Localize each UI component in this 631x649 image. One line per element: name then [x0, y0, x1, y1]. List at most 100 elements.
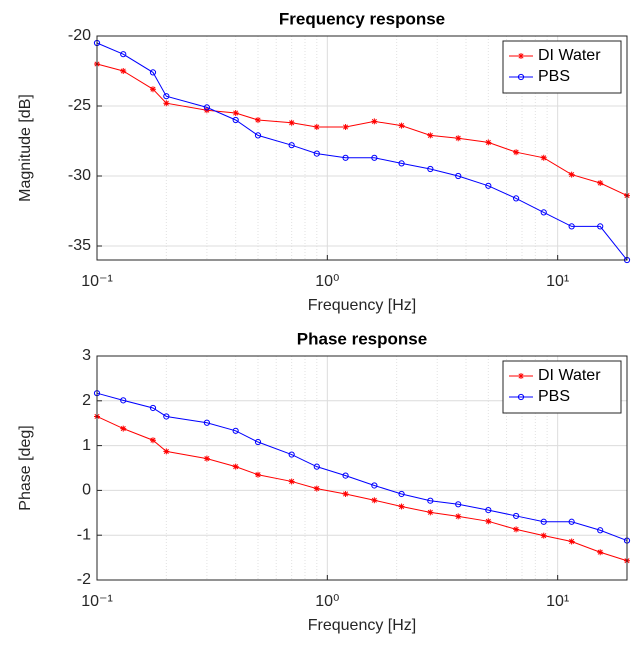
marker — [342, 472, 349, 479]
x-axis-label: Frequency [Hz] — [308, 617, 416, 634]
marker — [512, 195, 520, 202]
marker — [427, 132, 434, 139]
marker — [512, 512, 520, 520]
marker — [288, 451, 295, 458]
axes-box — [96, 355, 628, 581]
y-tick-label: -25 — [68, 97, 91, 114]
marker — [203, 455, 210, 462]
chart-title: Frequency response — [279, 9, 445, 28]
marker — [597, 223, 604, 230]
axes-box — [96, 35, 628, 261]
series-line — [96, 63, 628, 197]
marker — [254, 471, 261, 478]
marker — [254, 132, 262, 139]
marker — [427, 497, 434, 504]
marker — [513, 526, 520, 533]
marker — [371, 118, 378, 125]
x-tick-label: 10⁰ — [315, 593, 339, 610]
marker — [288, 478, 295, 485]
y-axis-label: Phase [deg] — [17, 425, 34, 510]
x-tick-label: 10⁰ — [315, 273, 339, 290]
marker — [288, 142, 295, 149]
x-tick-label: 10⁻¹ — [81, 273, 113, 290]
marker — [163, 93, 170, 100]
marker — [485, 139, 492, 146]
marker — [540, 209, 547, 216]
marker — [313, 463, 320, 470]
marker — [398, 122, 405, 129]
marker — [513, 149, 520, 156]
marker — [398, 490, 405, 498]
legend-marker — [517, 393, 525, 401]
marker — [149, 69, 157, 76]
marker — [455, 172, 462, 180]
marker — [163, 100, 170, 107]
y-tick-label: 2 — [82, 392, 91, 409]
marker — [427, 509, 434, 516]
x-axis-label: Frequency [Hz] — [308, 297, 416, 314]
marker — [371, 497, 378, 504]
marker — [342, 154, 349, 161]
marker — [313, 150, 320, 157]
marker — [288, 119, 295, 126]
y-tick-label: -1 — [77, 526, 91, 543]
y-tick-label: 0 — [82, 482, 91, 499]
x-tick-label: 10⁻¹ — [81, 593, 113, 610]
marker — [540, 532, 547, 539]
marker — [485, 518, 492, 525]
marker — [120, 397, 127, 404]
legend-label: PBS — [538, 388, 570, 405]
legend-label: DI Water — [538, 47, 601, 64]
marker — [540, 154, 547, 161]
marker — [455, 501, 462, 508]
marker — [568, 518, 575, 525]
marker — [342, 124, 349, 130]
marker — [342, 490, 349, 497]
marker — [485, 507, 492, 514]
marker — [232, 463, 239, 470]
marker — [149, 437, 156, 444]
y-axis-label: Magnitude [dB] — [17, 94, 34, 202]
marker — [597, 527, 604, 534]
marker — [597, 180, 604, 186]
y-tick-label: 1 — [82, 437, 91, 454]
marker — [313, 124, 320, 130]
marker — [455, 135, 462, 142]
legend-marker — [517, 73, 525, 81]
x-tick-label: 10¹ — [546, 593, 569, 610]
marker — [371, 482, 378, 489]
marker — [254, 438, 262, 446]
y-tick-label: 3 — [82, 347, 91, 364]
marker — [149, 86, 156, 93]
y-tick-label: -2 — [77, 571, 91, 588]
marker — [232, 110, 239, 116]
x-tick-label: 10¹ — [546, 273, 569, 290]
series-line — [96, 392, 628, 542]
marker — [149, 404, 157, 412]
legend-marker — [518, 53, 524, 59]
chart-title: Phase response — [297, 329, 427, 348]
marker — [232, 427, 239, 434]
marker — [232, 116, 239, 124]
marker — [568, 171, 575, 178]
marker — [455, 513, 462, 520]
y-tick-label: -35 — [68, 237, 91, 254]
marker — [398, 503, 405, 510]
marker — [203, 419, 210, 426]
legend-label: PBS — [538, 68, 570, 85]
series-line — [96, 416, 628, 562]
marker — [540, 518, 547, 525]
legend-box — [502, 360, 622, 414]
marker — [163, 413, 170, 420]
marker — [120, 51, 127, 58]
y-tick-label: -30 — [68, 167, 91, 184]
marker — [371, 154, 378, 161]
marker — [398, 160, 405, 167]
marker — [427, 165, 434, 173]
series-line — [96, 42, 628, 261]
marker — [203, 104, 210, 111]
marker — [313, 485, 320, 492]
legend-marker — [518, 373, 524, 379]
